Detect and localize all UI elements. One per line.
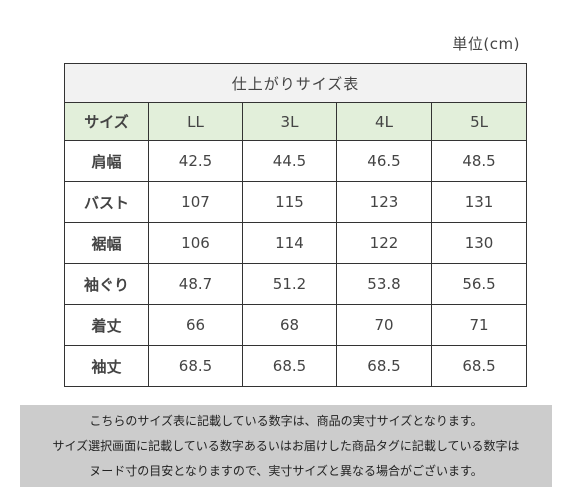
table-cell: 130 — [430, 222, 528, 264]
header-label-size: サイズ — [64, 102, 149, 141]
unit-label: 単位(cm) — [452, 35, 520, 53]
table-cell: 48.5 — [430, 140, 528, 182]
table-cell: 66 — [148, 304, 243, 346]
row-label-hem: 裾幅 — [64, 222, 149, 264]
table-cell: 44.5 — [242, 140, 337, 182]
table-cell: 51.2 — [242, 263, 337, 305]
note-line: サイズ選択画面に記載している数字あるいはお届けした商品タグに記載している数字は — [52, 438, 520, 453]
table-cell: 56.5 — [430, 263, 528, 305]
table-cell: 42.5 — [148, 140, 243, 182]
table-cell: 115 — [242, 181, 337, 223]
table-cell: 68 — [242, 304, 337, 346]
table-cell: 131 — [430, 181, 528, 223]
table-cell: 53.8 — [336, 263, 432, 305]
row-label-shoulder: 肩幅 — [64, 140, 149, 182]
table-cell: 107 — [148, 181, 243, 223]
size-note-box: こちらのサイズ表に記載している数字は、商品の実寸サイズとなります。 サイズ選択画… — [20, 405, 552, 487]
table-cell: 48.7 — [148, 263, 243, 305]
size-header-ll: LL — [148, 102, 243, 141]
table-cell: 106 — [148, 222, 243, 264]
table-cell: 122 — [336, 222, 432, 264]
table-cell: 68.5 — [430, 345, 528, 387]
row-label-armhole: 袖ぐり — [64, 263, 149, 305]
size-table: 仕上がりサイズ表 サイズ LL 3L 4L 5L 肩幅 42.5 44.5 46… — [63, 63, 528, 387]
table-title-row: 仕上がりサイズ表 — [63, 63, 528, 103]
table-row-length: 着丈 66 68 70 71 — [64, 304, 528, 346]
table-row-shoulder: 肩幅 42.5 44.5 46.5 48.5 — [64, 140, 528, 182]
size-table-body: 仕上がりサイズ表 サイズ LL 3L 4L 5L 肩幅 42.5 44.5 46… — [63, 63, 528, 387]
size-header-4l: 4L — [336, 102, 432, 141]
table-row-bust: バスト 107 115 123 131 — [64, 181, 528, 223]
table-row-armhole: 袖ぐり 48.7 51.2 53.8 56.5 — [64, 263, 528, 305]
table-title: 仕上がりサイズ表 — [63, 63, 528, 103]
table-cell: 68.5 — [148, 345, 243, 387]
table-cell: 70 — [336, 304, 432, 346]
table-header-row: サイズ LL 3L 4L 5L — [64, 102, 528, 141]
note-line: こちらのサイズ表に記載している数字は、商品の実寸サイズとなります。 — [89, 413, 483, 428]
table-cell: 114 — [242, 222, 337, 264]
table-cell: 123 — [336, 181, 432, 223]
table-row-hem: 裾幅 106 114 122 130 — [64, 222, 528, 264]
note-line: ヌード寸の目安となりますので、実寸サイズと異なる場合がございます。 — [89, 463, 483, 478]
row-label-bust: バスト — [64, 181, 149, 223]
table-cell: 68.5 — [336, 345, 432, 387]
row-label-length: 着丈 — [64, 304, 149, 346]
size-header-5l: 5L — [430, 102, 528, 141]
table-cell: 46.5 — [336, 140, 432, 182]
size-header-3l: 3L — [242, 102, 337, 141]
table-cell: 68.5 — [242, 345, 337, 387]
table-cell: 71 — [430, 304, 528, 346]
row-label-sleeve: 袖丈 — [64, 345, 149, 387]
table-row-sleeve: 袖丈 68.5 68.5 68.5 68.5 — [64, 345, 528, 387]
